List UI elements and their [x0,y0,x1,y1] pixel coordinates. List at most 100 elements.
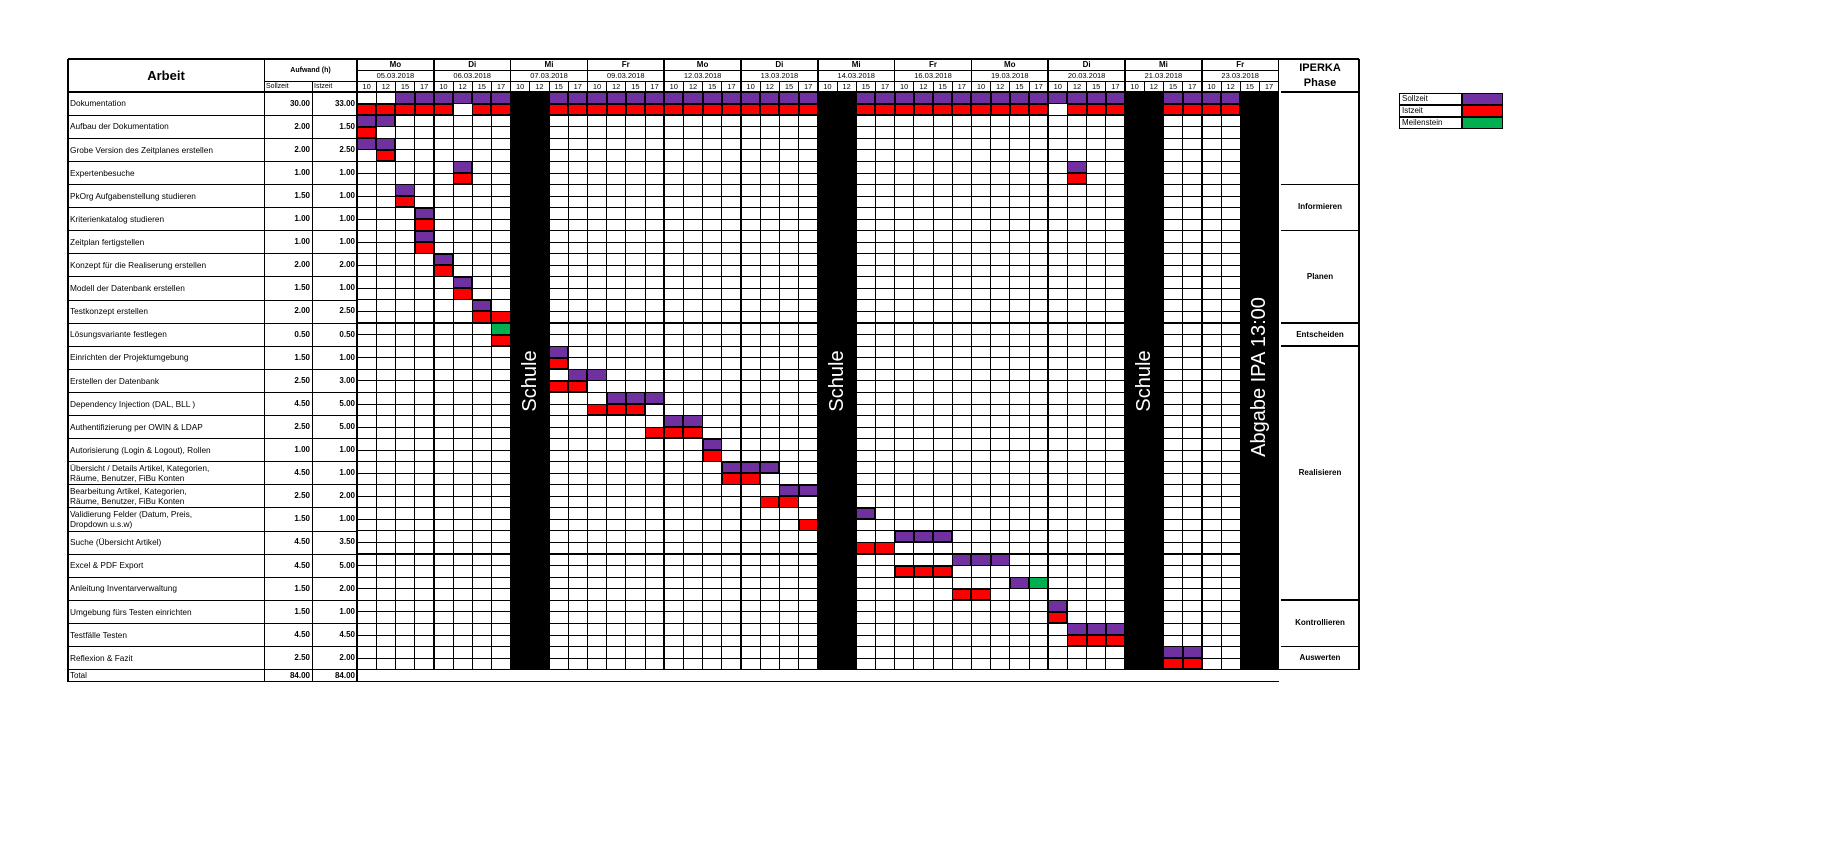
day-label: Mi [544,59,554,69]
task-soll: 0.50 [294,329,310,339]
task-ist: 3.50 [339,537,355,547]
task-name: Umgebung fürs Testen einrichten [68,600,264,623]
ist-bar [1221,103,1241,116]
day-label: Di [775,59,784,69]
task-soll: 2.50 [294,375,310,385]
task-hline [68,299,357,301]
soll-bar [472,92,492,104]
hour-label: 10 [823,81,832,91]
hour-label: 17 [1264,81,1274,91]
soll-bar [645,392,665,404]
hour-label: 12 [919,81,928,91]
ist-bar [587,403,607,416]
ist-bar [606,103,626,116]
ist-bar [933,103,953,116]
task-soll: 2.50 [294,491,310,501]
grid-vline [702,81,703,670]
ist-bar [875,103,895,116]
task-ist: 3.00 [339,375,355,385]
soll-bar [433,92,453,104]
grid-vline [625,81,627,670]
date-label: 09.03.2018 [607,70,645,80]
task-name: Excel & PDF Export [68,554,264,577]
task-ist: 2.00 [339,583,355,593]
hour-label: 10 [439,81,448,91]
ist-bar [414,242,434,254]
task-ist: 1.50 [339,121,355,131]
soll-bar [721,92,741,104]
hour-label: 12 [1149,81,1158,91]
grid-vline [1009,81,1011,670]
task-name-line: Dokumentation [70,98,126,109]
task-ist: 5.00 [339,398,355,408]
ist-bar [664,103,684,116]
hour-label: 12 [381,81,390,91]
ist-bar [1048,611,1068,624]
soll-bar [472,299,492,312]
soll-bar [1182,92,1202,104]
hour-label: 15 [477,81,486,91]
hour-label: 15 [938,81,947,91]
task-soll: 1.50 [294,190,310,200]
grid-vline [1277,59,1280,670]
soll-bar [453,92,473,104]
ist-bar [875,542,895,554]
ist-bar [1201,103,1221,116]
ist-bar [357,126,377,139]
grid-vline [913,81,915,670]
ist-bar [491,103,511,116]
hour-label: 12 [765,81,774,91]
task-name: Anleitung Inventarverwaltung [68,577,264,600]
hour-label: 17 [727,81,736,91]
task-name: Reflexion & Fazit [68,646,264,669]
soll-bar [952,92,972,104]
hour-label: 10 [516,81,525,91]
hour-label: 15 [554,81,563,91]
block-label: Abgabe IPA 13:00 [1248,296,1271,457]
ist-bar [625,103,645,116]
ist-bar [779,496,799,508]
task-name: Testfälle Testen [68,623,264,646]
task-name-line: Grobe Version des Zeitplanes erstellen [70,144,213,155]
hour-label: 12 [535,81,544,91]
task-ist: 2.50 [339,144,355,154]
task-soll: 1.50 [294,283,310,293]
grid-vline [798,81,799,670]
task-soll: 1.00 [294,237,310,247]
task-hline [68,530,357,532]
soll-bar [721,461,741,474]
task-soll: 2.00 [294,260,310,270]
ist-bar [1067,172,1087,185]
soll-bar [414,230,434,243]
iperka-header: IPERKA [1299,61,1341,74]
soll-bar [798,484,818,497]
legend-swatch [1462,117,1503,129]
task-ist: 4.50 [339,629,355,639]
task-soll: 2.00 [294,306,310,316]
task-name-line: Authentifizierung per OWIN & LDAP [70,421,203,432]
task-hline [68,622,357,624]
task-hline [68,184,357,185]
milestone-bar [1029,577,1049,589]
ist-bar [395,103,415,116]
soll-bar [1105,623,1125,635]
phase-line [1281,599,1359,601]
block-column [817,92,857,670]
task-soll: 30.00 [289,98,310,108]
task-name-line: Übersicht / Details Artikel, Kategorien, [70,462,210,473]
header-line [357,80,1279,82]
grid-vline [893,59,896,670]
day-label: Mi [851,59,861,69]
soll-bar [1086,623,1106,635]
hour-label: 10 [669,81,678,91]
grid-vline [1086,81,1087,670]
ist-bar [990,103,1010,116]
phase-label: Informieren [1297,202,1342,212]
phase-line [1281,322,1359,324]
grid-vline [779,81,780,670]
phase-line [1281,183,1359,186]
task-ist: 2.00 [339,652,355,662]
date-label: 23.03.2018 [1221,70,1259,80]
task-soll: 4.50 [294,537,310,547]
soll-bar [1009,92,1029,104]
